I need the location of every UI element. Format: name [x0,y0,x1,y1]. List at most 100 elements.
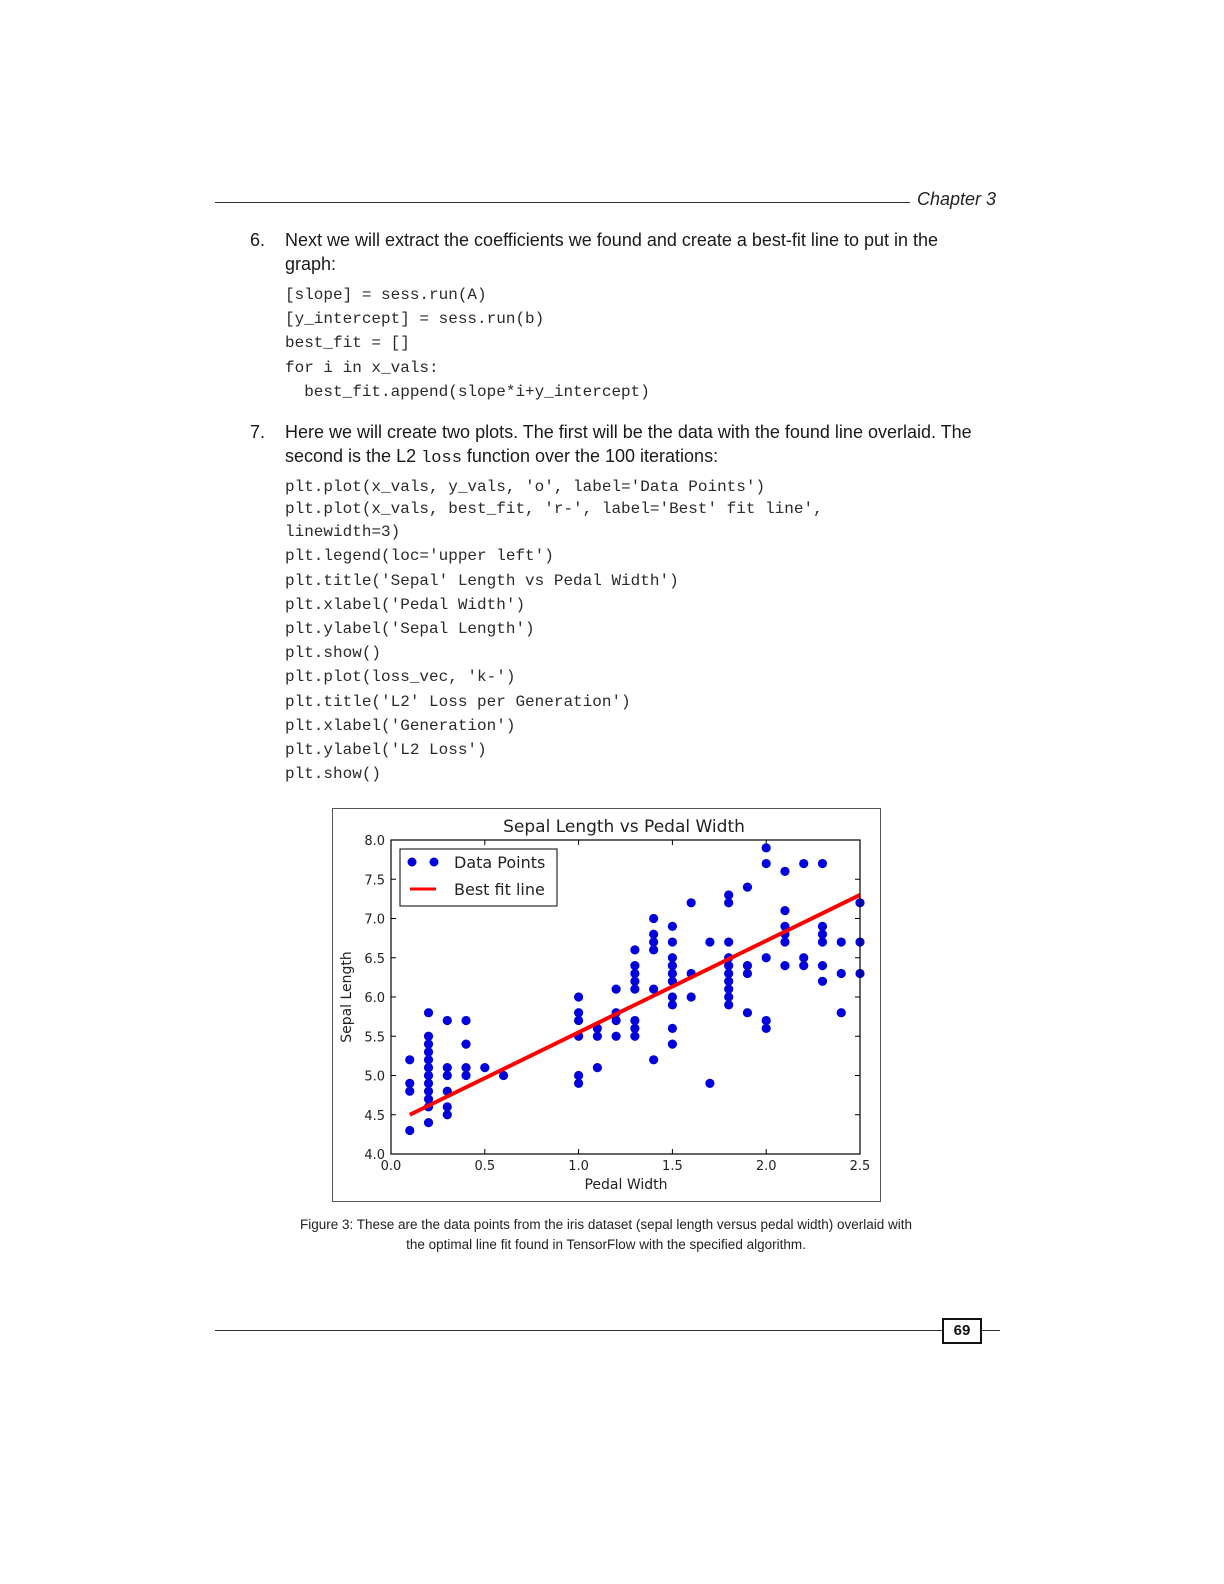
data-point [686,898,696,908]
data-point [442,1110,452,1120]
data-point [724,961,734,971]
data-point [817,858,828,869]
figure-caption: Figure 3: These are the data points from… [299,1217,913,1252]
data-point [611,1031,621,1041]
data-point [442,1102,452,1112]
x-tick-label: 2.0 [756,1159,777,1174]
data-point [742,882,753,892]
data-point [667,953,677,963]
legend-marker-point [407,857,417,867]
data-point [667,1039,677,1049]
y-tick-label: 5.5 [364,1030,385,1045]
data-point [724,992,734,1002]
data-point [724,937,734,947]
plot-frame [390,839,861,1155]
step-text: Next we will extract the coefficients we… [285,230,939,274]
data-point [817,921,828,931]
data-point [461,1039,471,1049]
data-point [724,1000,734,1010]
y-tick-label: 7.0 [364,913,385,928]
data-point [630,976,640,986]
data-point [705,937,715,947]
data-point [423,1031,434,1041]
data-point [423,1086,434,1096]
code-line: plt.legend(loc='upper left') [285,547,554,566]
data-point [574,1008,584,1018]
data-point [423,1047,434,1057]
footer-rule [215,1330,1000,1331]
data-point [705,1078,715,1088]
data-point [780,961,790,971]
data-point [817,961,828,971]
data-point [611,1015,621,1026]
data-point [667,921,677,931]
step-text-after: function over the 100 iterations: [461,446,719,466]
y-tick-label: 4.0 [364,1148,385,1163]
chart-title: Sepal Length vs Pedal Width [503,817,745,837]
code-block-2: plt.plot(x_vals, y_vals, 'o', label='Dat… [285,475,925,786]
data-point [817,976,828,986]
step-number: 7. [250,422,266,442]
data-point [667,1023,677,1033]
data-point [574,1070,584,1081]
code-line: plt.plot(x_vals, best_fit, 'r-', label='… [285,500,823,519]
data-point [405,1086,415,1096]
y-tick-label: 4.5 [364,1109,385,1124]
legend-label-best-fit: Best fit line [454,880,545,899]
data-point [423,1039,434,1049]
data-point [423,1094,434,1104]
data-point [574,1078,584,1088]
data-point [405,1125,415,1136]
code-line: linewidth=3) [285,523,401,542]
data-point [761,843,771,853]
best-fit-line [408,893,861,1117]
y-tick-label: 5.0 [364,1070,385,1085]
data-point [761,953,771,963]
data-point [724,968,734,979]
data-point [724,890,734,900]
scatter-chart: Sepal Length vs Pedal Width Pedal Width … [339,817,870,1193]
code-block-1: [slope] = sess.run(A) [y_intercept] = se… [285,283,925,404]
data-point [405,1055,415,1065]
chapter-label: Chapter 3 [917,189,997,209]
code-line: plt.xlabel('Generation') [285,716,516,735]
data-point [611,984,621,994]
y-tick-label: 6.0 [364,991,385,1006]
code-line: [slope] = sess.run(A) [285,286,487,304]
x-tick-label: 1.5 [662,1159,683,1174]
x-tick-label: 1.0 [568,1159,589,1174]
data-point [423,1008,434,1018]
header-rule [215,202,910,203]
y-axis-label: Sepal Length [339,951,355,1043]
data-point [630,968,640,979]
code-line: plt.plot(x_vals, y_vals, 'o', label='Dat… [285,478,766,496]
data-point [649,1055,659,1065]
code-line: plt.xlabel('Pedal Width') [285,595,526,614]
data-point [630,1015,640,1026]
data-point [630,961,640,971]
data-point [423,1070,434,1081]
data-point [649,984,659,994]
axis-ticks: 0.0 0.5 1.0 1.5 2.0 2.5 4.0 4.5 5.0 5.5 6.0 6.5 7.0 7… [364,834,870,1174]
code-line: plt.ylabel('L2 Loss') [285,740,487,759]
data-point [836,968,846,979]
step-text-before: Here we will create two plots. The first… [285,422,972,466]
data-point [817,929,828,939]
data-point [742,968,753,979]
data-point [780,906,790,916]
data-point [742,1008,753,1018]
data-point [724,976,734,986]
data-point [761,858,771,869]
data-point [442,1015,452,1026]
x-tick-label: 0.5 [474,1159,495,1174]
figure: Sepal Length vs Pedal Width Pedal Width … [332,808,881,1202]
data-point [799,858,809,869]
code-line: plt.title('L2' Loss per Generation') [285,692,631,711]
data-marks [405,843,865,1136]
y-tick-label: 8.0 [364,834,385,849]
legend-label-data-points: Data Points [454,853,545,872]
legend-marker-point [429,857,439,867]
legend-box [399,848,558,907]
data-point [836,1008,846,1018]
data-point [742,961,753,971]
